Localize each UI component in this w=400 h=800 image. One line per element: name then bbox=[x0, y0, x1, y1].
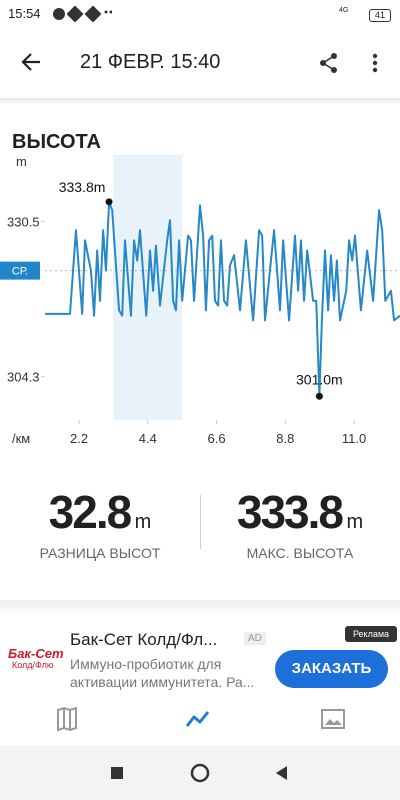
annotation-label: 333.8m bbox=[59, 179, 106, 195]
x-tick-label: 6.6 bbox=[208, 431, 226, 446]
ad-badge: Реклама bbox=[345, 626, 397, 642]
elevation-line bbox=[45, 200, 400, 398]
average-badge bbox=[0, 261, 40, 280]
home-button[interactable] bbox=[190, 763, 210, 783]
annotation-point bbox=[105, 198, 113, 206]
back-button[interactable] bbox=[20, 51, 42, 73]
section-title: ВЫСОТА bbox=[12, 131, 101, 153]
menu-button[interactable] bbox=[370, 52, 380, 74]
status-battery: 41 bbox=[369, 9, 391, 22]
separator bbox=[0, 600, 400, 614]
stat-value: 32.8 bbox=[48, 486, 133, 538]
photo-tab[interactable] bbox=[321, 709, 345, 729]
status-network: 4G bbox=[339, 7, 349, 14]
recents-button[interactable] bbox=[111, 767, 123, 779]
x-tick-label: 8.8 bbox=[276, 431, 294, 446]
stat-divider bbox=[200, 495, 201, 549]
y-tick-label: 330.5 bbox=[7, 214, 40, 229]
stat-unit: m bbox=[134, 511, 152, 533]
stat-value: 333.8 bbox=[236, 486, 344, 538]
back-nav-button[interactable] bbox=[276, 766, 287, 780]
annotation-point bbox=[315, 392, 323, 400]
ad-label: AD bbox=[244, 632, 266, 645]
ad-button[interactable]: ЗАКАЗАТЬ bbox=[275, 650, 388, 688]
x-tick-label: 2.2 bbox=[70, 431, 88, 446]
stat-block: 333.8 m bbox=[200, 485, 400, 539]
elevation-chart: m/км 330.5 304.3 2.2 4.4 6.6 8.8 11.0 СР. 333.8m 3… bbox=[0, 154, 400, 446]
ad-title: Бак-Сет Колд/Фл... bbox=[70, 630, 218, 649]
x-tick-label: 4.4 bbox=[139, 431, 157, 446]
status-icons bbox=[53, 6, 112, 22]
bottom-nav bbox=[57, 706, 345, 732]
ad-logo: Бак-Сет bbox=[8, 646, 64, 661]
header-title: 21 ФЕВР. 15:40 bbox=[80, 51, 221, 73]
header-shadow bbox=[0, 98, 400, 104]
y-tick-label: 304.3 bbox=[7, 370, 40, 385]
stat-block: 32.8 m bbox=[0, 485, 200, 539]
share-button[interactable] bbox=[318, 52, 340, 74]
x-unit: /км bbox=[12, 431, 30, 446]
ad-text: Иммуно-пробиотик для активации иммунитет… bbox=[70, 656, 255, 690]
stat-unit: m bbox=[346, 511, 364, 533]
average-label: СР. bbox=[12, 266, 28, 278]
stat-label: РАЗНИЦА ВЫСОТ bbox=[39, 545, 161, 561]
system-nav bbox=[0, 746, 400, 800]
ad-logo: Колд/Флю bbox=[12, 660, 54, 670]
status-time: 15:54 bbox=[8, 6, 41, 21]
x-tick-label: 11.0 bbox=[342, 431, 366, 446]
stat-label: МАКС. ВЫСОТА bbox=[246, 545, 354, 561]
y-unit: m bbox=[16, 154, 27, 169]
system-nav-buttons bbox=[111, 763, 287, 783]
map-tab[interactable] bbox=[57, 706, 77, 732]
chart-tab[interactable] bbox=[185, 711, 210, 727]
annotation-label: 301.0m bbox=[296, 371, 343, 387]
